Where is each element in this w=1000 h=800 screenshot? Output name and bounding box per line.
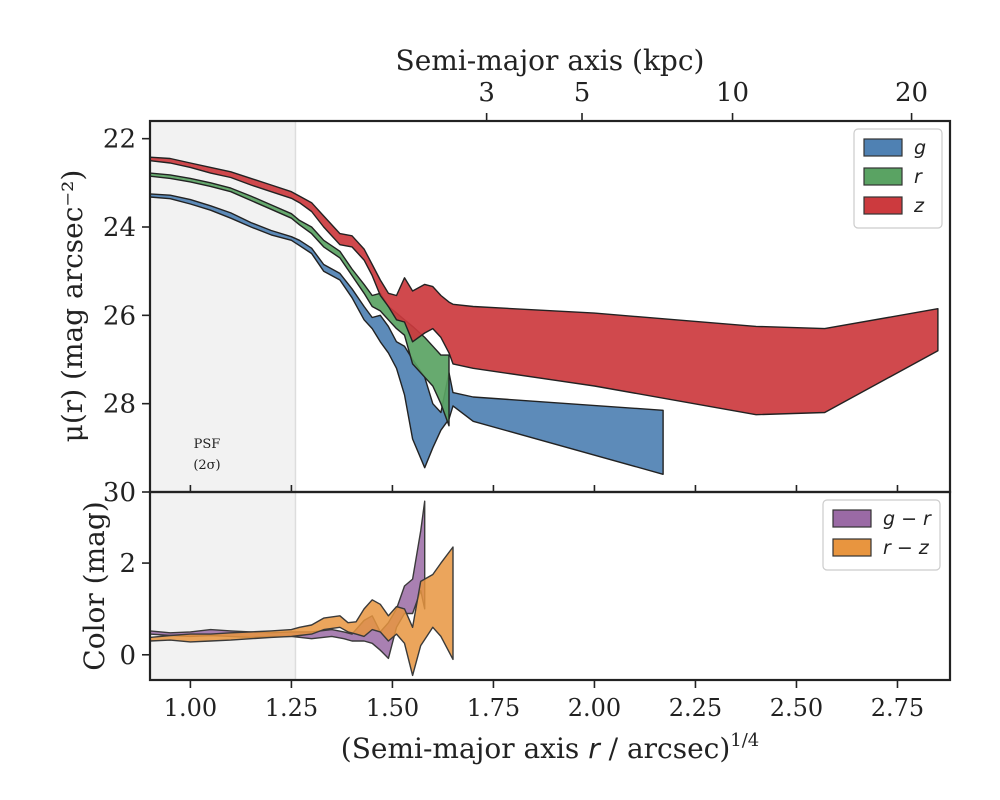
legend-swatch (863, 138, 903, 157)
x-tick-label: 1.75 (467, 694, 520, 722)
band-g (150, 193, 664, 475)
legend-label: r (914, 166, 923, 188)
y-tick-label-bottom: 0 (119, 641, 136, 671)
x-tick-label: 2.50 (770, 694, 823, 722)
legend-color: g − r r − z (822, 499, 941, 571)
y-tick-label-top: 24 (103, 213, 136, 243)
y-axis-label-top: μ(r) (mag arcsec⁻²) (56, 170, 89, 443)
legend-swatch (832, 538, 872, 557)
bottom-panel-frame (148, 490, 952, 682)
top-tick-label: 20 (895, 78, 928, 108)
top-tick-label: 3 (478, 78, 495, 108)
psf-label-line2: (2σ) (193, 458, 220, 473)
top-tick-label: 5 (574, 78, 591, 108)
legend-swatch (832, 509, 872, 528)
x-tick-label: 2.00 (568, 694, 621, 722)
legend-surface-brightness: grz (853, 128, 943, 229)
top-tick-label: 10 (716, 78, 749, 108)
legend-swatch (863, 167, 903, 186)
legend-label: r − z (883, 537, 930, 559)
x-tick-label: 2.25 (669, 694, 722, 722)
y-tick-label-top: 22 (103, 125, 136, 155)
band-z (150, 156, 939, 416)
band-rz (150, 546, 454, 677)
legend-label: z (913, 195, 925, 217)
x-axis-label: (Semi-major axis r / arcsec)1/4 (341, 730, 759, 765)
legend-label: g − r (883, 508, 932, 530)
band-r (150, 172, 450, 427)
x-tick-label: 1.00 (164, 694, 217, 722)
y-tick-label-top: 26 (103, 301, 136, 331)
legend-label: g (914, 137, 926, 159)
y-tick-label-top: 30 (103, 478, 136, 508)
psf-shaded-region (150, 121, 296, 680)
y-tick-label-top: 28 (103, 390, 136, 420)
y-tick-label-bottom: 2 (119, 549, 136, 579)
x-tick-label: 1.25 (265, 694, 318, 722)
legend-swatch (863, 196, 903, 215)
x-tick-label: 1.50 (366, 694, 419, 722)
top-axis-label: Semi-major axis (kpc) (396, 44, 705, 77)
x-tick-label: 2.75 (871, 694, 924, 722)
y-axis-label-bottom: Color (mag) (78, 501, 111, 670)
psf-label-line1: PSF (194, 437, 221, 452)
